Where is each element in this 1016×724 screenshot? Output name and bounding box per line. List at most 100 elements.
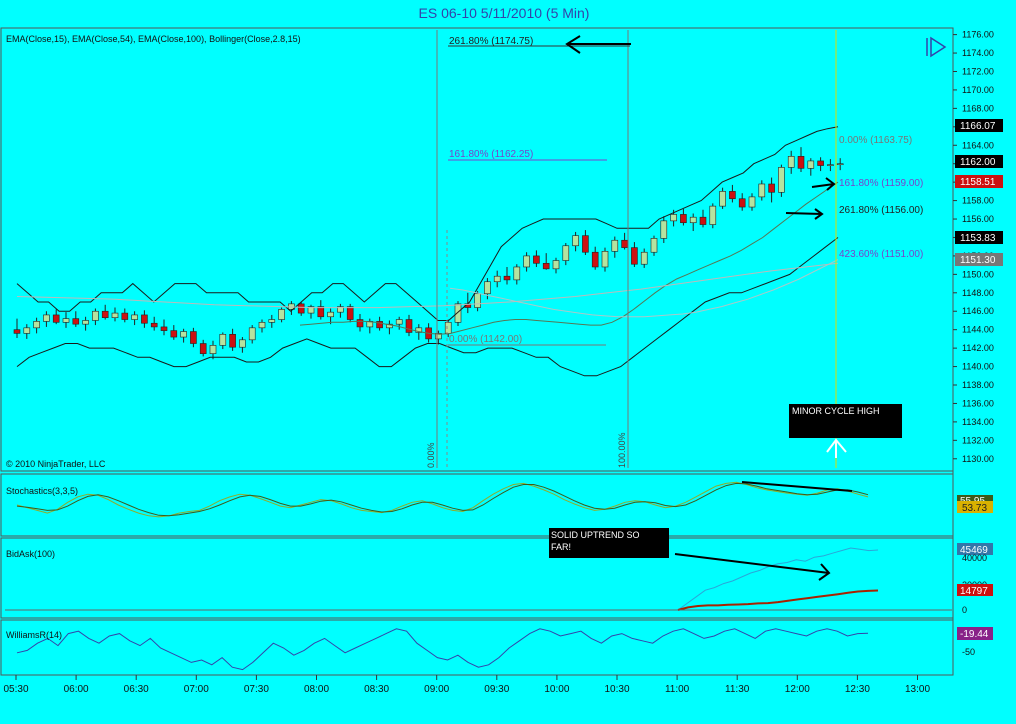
- candle-body-30: [307, 306, 315, 314]
- candle-body-54: [542, 262, 550, 270]
- play-end-icon[interactable]: [926, 36, 947, 58]
- candle-body-83: [827, 164, 834, 166]
- candle-body-25: [258, 322, 266, 329]
- uptrend-arrow: [674, 553, 831, 581]
- candle-body-35: [356, 319, 364, 328]
- candle-body-41: [415, 327, 423, 333]
- candle-body-65: [650, 238, 658, 253]
- bollinger-upper-line: [16, 126, 839, 321]
- candle-body-12: [131, 314, 138, 320]
- y-tick-label-9: 1158.00: [962, 196, 994, 206]
- y-tick-label-15: 1146.00: [962, 306, 994, 316]
- y-tick-label-13: 1150.00: [962, 269, 994, 279]
- y-tick-label-14: 1148.00: [962, 288, 994, 298]
- copyright-label: © 2010 NinjaTrader, LLC: [6, 459, 106, 469]
- candle-body-70: [699, 216, 707, 225]
- x-tick-label-6: 08:30: [364, 684, 389, 695]
- arrow-left-top: [565, 35, 631, 54]
- indicator-label: EMA(Close,15), EMA(Close,54), EMA(Close,…: [6, 34, 301, 44]
- candle-body-32: [327, 311, 334, 318]
- y-tick-label-3: 1170.00: [962, 85, 994, 95]
- y-tick-label-0: 1176.00: [962, 30, 994, 40]
- bidask-tag-0: 45469: [960, 545, 988, 556]
- candle-body-38: [386, 323, 393, 329]
- candle-body-72: [719, 191, 726, 207]
- x-tick-label-3: 07:00: [184, 684, 209, 695]
- candle-body-26: [268, 319, 276, 323]
- y-tick-label-23: 1130.00: [962, 454, 994, 464]
- candle-body-59: [591, 251, 599, 268]
- candle-body-2: [33, 321, 40, 329]
- candle-body-20: [209, 345, 217, 354]
- candle-body-24: [248, 327, 256, 341]
- fib-label-4: 161.80% (1159.00): [839, 178, 923, 189]
- candle-body-62: [621, 239, 628, 248]
- candle-body-9: [101, 310, 109, 318]
- uptrend-label: SOLID UPTREND SO FAR!: [551, 530, 640, 552]
- y-tick-label-17: 1142.00: [962, 343, 994, 353]
- x-tick-label-4: 07:30: [244, 684, 269, 695]
- candle-body-74: [738, 198, 746, 208]
- candle-body-75: [748, 196, 756, 208]
- candle-body-44: [444, 322, 452, 334]
- y-tick-label-4: 1168.00: [962, 103, 994, 113]
- candle-body-56: [562, 245, 570, 261]
- williams-label: WilliamsR(14): [6, 630, 62, 640]
- x-tick-label-5: 08:00: [304, 684, 329, 695]
- candle-body-39: [395, 319, 403, 325]
- x-tick-label-1: 06:00: [64, 684, 89, 695]
- arrow-up: [826, 438, 847, 458]
- candle-body-6: [72, 318, 80, 325]
- price-tag-4: 1151.30: [960, 255, 996, 266]
- candle-body-77: [768, 183, 775, 193]
- fib-vertical-label-100: 100.00%: [617, 432, 627, 468]
- y-tick-label-20: 1136.00: [962, 398, 994, 408]
- arrow-right-1: [811, 177, 836, 191]
- fib-label-1: 161.80% (1162.25): [449, 149, 533, 160]
- candle-body-16: [170, 330, 178, 338]
- x-tick-label-11: 11:00: [665, 684, 690, 695]
- price-tag-2: 1158.51: [960, 177, 996, 188]
- candle-body-79: [787, 156, 795, 168]
- candle-body-13: [141, 314, 148, 324]
- bidask-tick-0: 40000: [962, 553, 987, 563]
- y-tick-label-6: 1164.00: [962, 140, 994, 150]
- y-tick-label-10: 1156.00: [962, 214, 994, 224]
- candle-body-14: [150, 322, 158, 328]
- fib-label-0: 261.80% (1174.75): [449, 36, 533, 47]
- candle-body-58: [582, 235, 589, 253]
- candle-body-78: [778, 167, 785, 193]
- candle-body-63: [631, 247, 638, 265]
- x-tick-label-13: 12:00: [785, 684, 810, 695]
- candle-body-8: [92, 310, 99, 321]
- candle-body-51: [513, 266, 521, 281]
- williams-tag: -19.44: [960, 629, 989, 640]
- stoch-tag-1: 53.73: [962, 503, 987, 514]
- candle-body-55: [552, 260, 560, 270]
- candle-body-52: [523, 255, 530, 268]
- bid-line: [677, 547, 879, 611]
- ask-line: [677, 589, 879, 611]
- ema100-line: [16, 262, 839, 309]
- x-tick-label-0: 05:30: [3, 684, 28, 695]
- stoch-trend-line: [741, 481, 853, 492]
- candle-body-57: [572, 235, 579, 247]
- candle-body-18: [190, 331, 197, 344]
- candle-body-0: [13, 329, 21, 334]
- candle-body-22: [229, 333, 236, 348]
- candle-body-27: [278, 309, 285, 320]
- y-tick-label-22: 1132.00: [962, 435, 994, 445]
- fib-label-5: 261.80% (1156.00): [839, 205, 923, 216]
- x-tick-label-2: 06:30: [124, 684, 149, 695]
- candle-body-34: [346, 306, 354, 320]
- x-tick-label-10: 10:30: [604, 684, 629, 695]
- candle-body-15: [160, 326, 168, 331]
- candle-body-43: [435, 333, 442, 340]
- candle-body-37: [376, 321, 383, 329]
- candle-body-50: [503, 275, 511, 281]
- candle-body-7: [82, 320, 89, 325]
- candle-body-68: [680, 214, 687, 224]
- y-tick-label-19: 1138.00: [962, 380, 994, 390]
